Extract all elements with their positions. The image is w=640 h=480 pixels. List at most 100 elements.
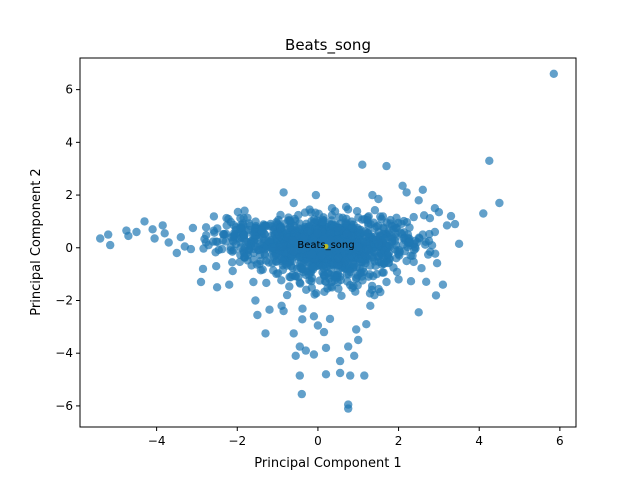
data-point (417, 264, 426, 273)
data-point (200, 234, 209, 244)
data-point (319, 327, 329, 337)
data-point (366, 301, 375, 310)
data-point (405, 237, 414, 246)
data-point (326, 282, 335, 291)
data-point (422, 277, 431, 286)
data-point (289, 329, 298, 338)
data-point (370, 206, 380, 215)
data-point (371, 261, 380, 270)
data-point (376, 212, 385, 221)
data-point (294, 210, 303, 220)
data-point (402, 188, 411, 197)
data-point (298, 315, 307, 324)
data-point (226, 246, 235, 255)
data-point (140, 217, 149, 226)
data-point (354, 213, 363, 222)
y-tick-label: −4 (55, 346, 73, 360)
data-point (356, 257, 365, 267)
data-point (364, 245, 373, 255)
data-point (419, 211, 429, 220)
data-point (282, 290, 292, 300)
data-point (297, 239, 306, 248)
data-point (386, 215, 395, 225)
data-point (292, 264, 302, 273)
x-tick-label: 2 (395, 434, 403, 448)
data-point (414, 196, 423, 205)
data-point (309, 350, 319, 359)
data-point (291, 272, 301, 281)
data-point (164, 238, 173, 247)
data-point (301, 346, 310, 355)
data-point (442, 221, 452, 230)
data-point (318, 217, 327, 226)
data-point (304, 242, 313, 252)
data-point (431, 291, 441, 300)
x-tick-label: 4 (475, 434, 483, 448)
data-point (349, 281, 358, 291)
data-point (406, 277, 416, 286)
data-point (370, 291, 379, 300)
data-point (485, 156, 494, 165)
data-point (217, 244, 227, 254)
data-point (291, 351, 300, 360)
data-point (426, 247, 435, 256)
data-point (251, 296, 260, 305)
data-point (307, 283, 316, 292)
data-point (244, 219, 254, 228)
data-point (96, 234, 105, 243)
plot-area: Beats_song (96, 69, 558, 413)
axes-frame (79, 57, 577, 428)
data-point (324, 247, 333, 256)
data-point (495, 198, 504, 208)
data-point (160, 229, 169, 238)
data-point (379, 268, 388, 277)
data-point (438, 280, 448, 289)
data-point (212, 262, 221, 271)
data-point (230, 231, 239, 240)
data-point (365, 270, 374, 279)
data-point (240, 252, 249, 261)
data-point (338, 213, 347, 222)
data-point (434, 208, 444, 217)
data-point (337, 291, 346, 300)
data-point (368, 190, 377, 200)
y-axis-label: Principal Component 2 (29, 168, 44, 315)
data-point (209, 212, 219, 221)
data-point (384, 248, 394, 258)
data-point (307, 277, 316, 286)
data-point (357, 272, 367, 281)
data-point (398, 240, 408, 249)
data-point (106, 240, 115, 250)
data-point (418, 185, 427, 194)
data-point (349, 260, 359, 269)
data-point (353, 242, 362, 252)
data-point (427, 241, 437, 250)
data-point (326, 229, 335, 238)
data-point (333, 223, 342, 232)
data-point (394, 275, 403, 284)
point-annotation: Beats_song (297, 240, 354, 251)
data-point (262, 278, 271, 288)
chart-title: Beats_song (285, 36, 371, 55)
data-point (307, 249, 317, 259)
data-point (104, 230, 113, 239)
data-point (430, 227, 440, 237)
data-point (432, 259, 442, 268)
x-tick-label: 6 (556, 434, 564, 448)
data-point (309, 263, 318, 272)
x-tick-label: −2 (228, 434, 246, 448)
data-point (198, 264, 208, 274)
data-point (201, 223, 211, 232)
data-point (268, 222, 277, 232)
data-point (279, 188, 288, 197)
data-point (372, 269, 381, 279)
data-point (132, 227, 141, 237)
data-point (326, 235, 335, 244)
data-point (402, 256, 411, 266)
data-point (363, 229, 373, 238)
data-point (347, 232, 357, 241)
y-tick-label: 4 (65, 135, 73, 149)
data-point (321, 343, 331, 353)
data-point (446, 211, 456, 221)
